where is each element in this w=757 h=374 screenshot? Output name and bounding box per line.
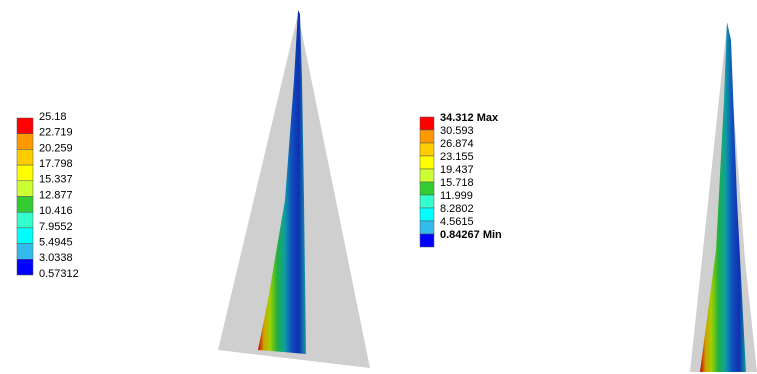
result-view: 25.18 22.719 20.259 17.798 15.337 12.877 10.41…	[0, 0, 757, 374]
legend-swatch	[420, 182, 434, 195]
legend-left: 25.18 22.719 20.259 17.798 15.337 12.877 10.41…	[17, 111, 79, 280]
legend-label: 7.9552	[39, 221, 73, 233]
legend-swatch	[17, 118, 33, 134]
legend-label: 12.877	[39, 189, 73, 201]
legend-swatch	[420, 130, 434, 143]
legend-label: 11.999	[440, 190, 473, 202]
legend-label: 15.718	[440, 177, 474, 189]
legend-swatch	[420, 195, 434, 208]
legend-swatch	[420, 208, 434, 221]
legend-swatch	[420, 117, 434, 130]
legend-label: 25.18	[39, 111, 67, 123]
legend-swatch	[420, 169, 434, 182]
legend-label: 19.437	[440, 164, 474, 176]
legend-swatch	[420, 143, 434, 156]
legend-swatch	[17, 134, 33, 150]
legend-right: 34.312 Max30.59326.87423.15519.43715.718…	[420, 112, 502, 247]
legend-swatch	[17, 181, 33, 197]
legend-label: 20.259	[39, 142, 73, 154]
legend-label: 10.416	[39, 205, 73, 217]
legend-label: 26.874	[440, 138, 474, 150]
legend-swatch	[420, 221, 434, 234]
legend-swatch	[420, 234, 434, 247]
legend-label: 3.0338	[39, 252, 73, 264]
legend-label: 34.312 Max	[440, 112, 499, 124]
legend-label: 4.5615	[440, 216, 474, 228]
legend-swatch	[17, 149, 33, 165]
legend-swatch	[17, 259, 33, 275]
legend-label: 22.719	[39, 127, 73, 139]
legend-label: 8.2802	[440, 203, 474, 215]
legend-swatch	[17, 244, 33, 260]
legend-swatch	[17, 212, 33, 228]
legend-swatch	[17, 228, 33, 244]
legend-label: 17.798	[39, 158, 73, 170]
legend-swatch	[420, 156, 434, 169]
legend-swatch	[17, 197, 33, 213]
legend-label: 0.57312	[39, 268, 79, 280]
legend-label: 5.4945	[39, 237, 73, 249]
legend-label: 0.84267 Min	[440, 229, 502, 241]
legend-label: 23.155	[440, 151, 474, 163]
legend-swatch	[17, 165, 33, 181]
legend-label: 15.337	[39, 174, 73, 186]
legend-label: 30.593	[440, 125, 474, 137]
